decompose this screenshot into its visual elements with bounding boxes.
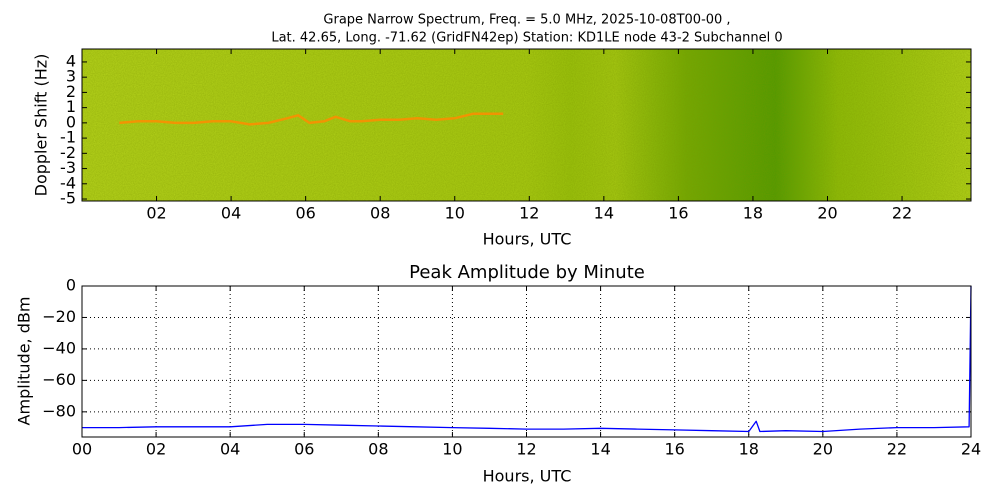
x-tick-label: 02 [146, 440, 166, 459]
y-tick-label: -1 [60, 128, 76, 147]
y-tick-label: -2 [60, 143, 76, 162]
y-tick-label: 0 [66, 276, 76, 295]
y-tick-label: −40 [42, 338, 76, 357]
x-tick-label: 22 [892, 204, 912, 223]
x-tick-label: 20 [817, 204, 837, 223]
y-tick-label: 1 [66, 97, 76, 116]
y-tick-label: 3 [66, 67, 76, 86]
spectrogram-noise [82, 49, 971, 201]
chart-title: Grape Narrow Spectrum, Freq. = 5.0 MHz, … [323, 13, 730, 28]
spectrogram-panel: Grape Narrow Spectrum, Freq. = 5.0 MHz, … [32, 13, 972, 249]
plot-frame [81, 285, 972, 438]
x-tick-label: 04 [220, 440, 240, 459]
x-tick-label: 06 [295, 204, 315, 223]
x-tick-label: 24 [961, 440, 981, 459]
doppler-trace [119, 112, 504, 126]
y-tick-label: -4 [60, 173, 76, 192]
x-tick-label: 14 [590, 440, 610, 459]
y-axis-label: Doppler Shift (Hz) [32, 54, 51, 197]
x-tick-label: 10 [445, 204, 465, 223]
y-tick-label: −80 [42, 401, 76, 420]
x-axis-label: Hours, UTC [483, 230, 572, 249]
x-tick-label: 08 [368, 440, 388, 459]
x-tick-label: 08 [370, 204, 390, 223]
x-tick-label: 22 [887, 440, 907, 459]
chart-title: Peak Amplitude by Minute [409, 262, 645, 283]
y-tick-label: -5 [60, 189, 76, 208]
x-tick-label: 12 [519, 204, 539, 223]
amplitude-panel: Peak Amplitude by Minute Hours, UTC Ampl… [15, 262, 982, 486]
x-tick-label: 20 [813, 440, 833, 459]
y-tick-label: -3 [60, 158, 76, 177]
x-tick-label: 14 [594, 204, 614, 223]
x-tick-label: 18 [739, 440, 759, 459]
y-tick-label: 4 [66, 51, 76, 70]
x-tick-label: 12 [516, 440, 536, 459]
x-axis-label: Hours, UTC [483, 467, 572, 486]
y-tick-label: −20 [42, 307, 76, 326]
chart-subtitle: Lat. 42.65, Long. -71.62 (GridFN42ep) St… [271, 31, 782, 46]
x-tick-label: 10 [442, 440, 462, 459]
plot-frame [81, 48, 972, 202]
y-axis-label: Amplitude, dBm [15, 297, 34, 426]
y-tick-label: 0 [66, 112, 76, 131]
x-tick-label: 02 [146, 204, 166, 223]
x-tick-label: 16 [664, 440, 684, 459]
x-tick-label: 06 [294, 440, 314, 459]
y-tick-label: 2 [66, 82, 76, 101]
y-tick-label: −60 [42, 370, 76, 389]
x-tick-label: 16 [668, 204, 688, 223]
x-tick-label: 00 [72, 440, 92, 459]
data-line [82, 285, 972, 433]
x-tick-label: 04 [221, 204, 241, 223]
x-tick-label: 18 [743, 204, 763, 223]
